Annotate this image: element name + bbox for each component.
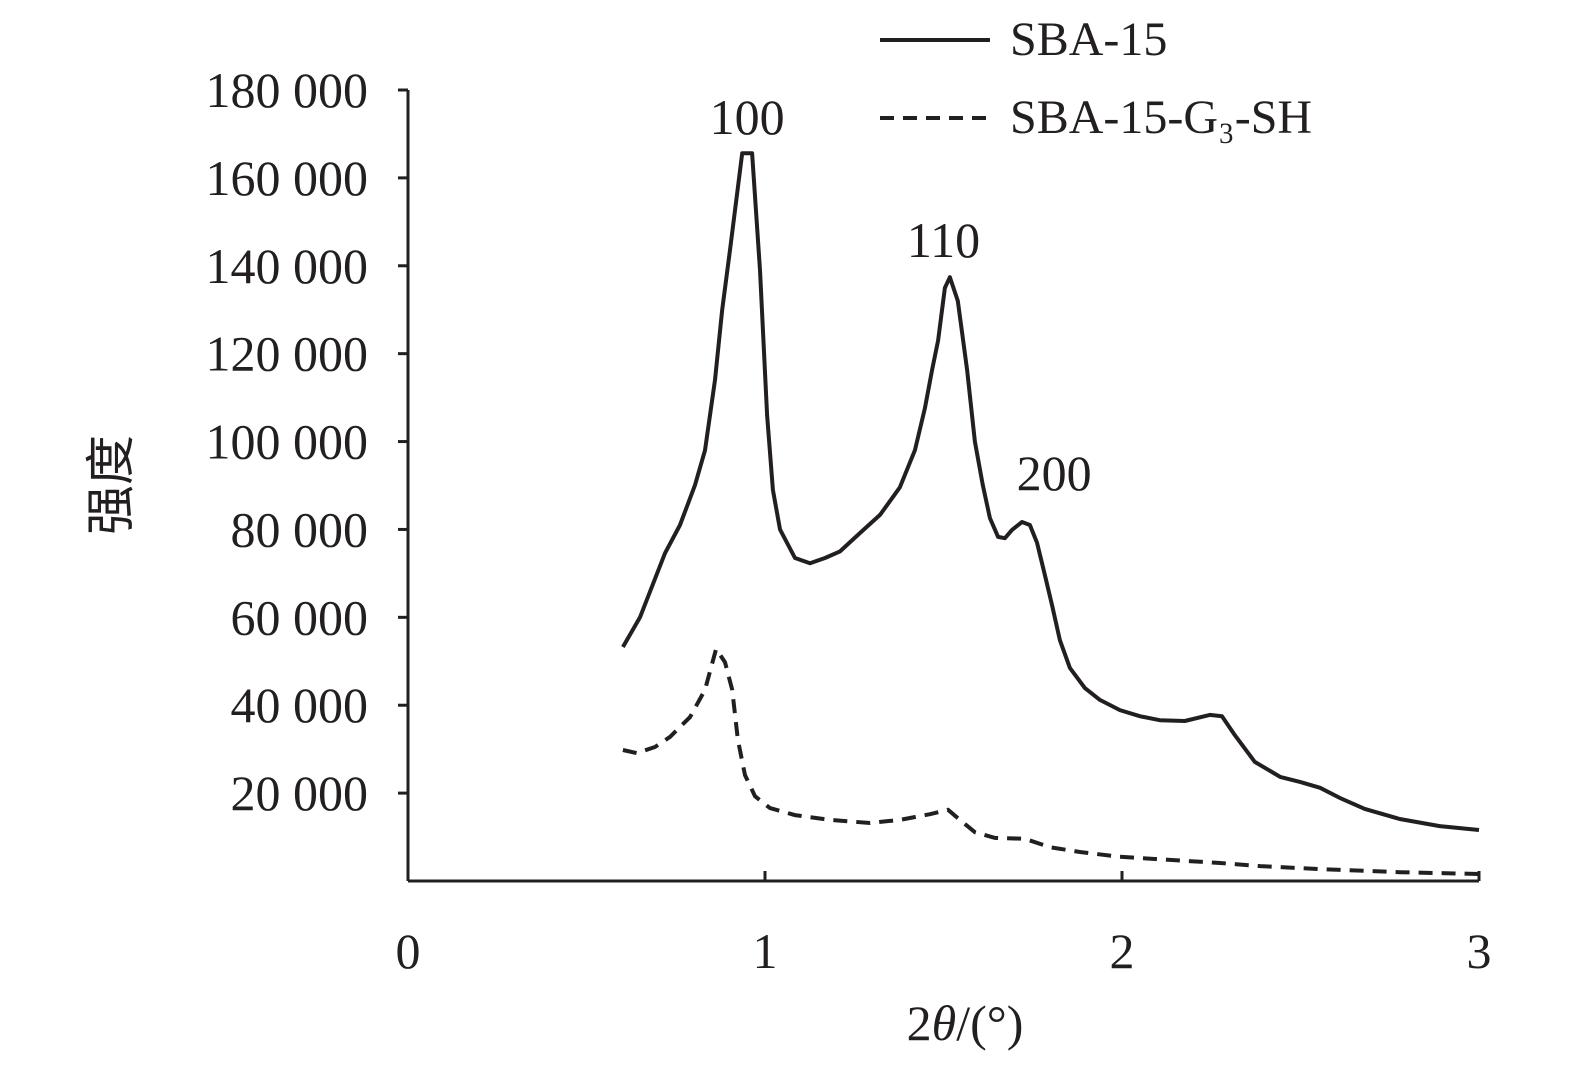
x-tick-label: 0: [396, 923, 421, 979]
y-axis-label: 强度: [83, 435, 139, 535]
y-tick-label: 40 000: [231, 677, 369, 733]
legend-label-sba15-g3-sh: SBA-15-G₃-SH: [1010, 91, 1312, 144]
plot-area: 100 110 200: [621, 89, 1480, 876]
legend: SBA-15 SBA-15-G₃-SH: [880, 13, 1312, 144]
y-tick-label: 20 000: [231, 765, 369, 821]
y-tick-label: 180 000: [206, 62, 369, 118]
x-tick-label: 3: [1467, 923, 1492, 979]
y-tick-label: 160 000: [206, 150, 369, 206]
x-axis-label-unit: /(°): [956, 995, 1023, 1051]
peak-label-100: 100: [710, 89, 785, 145]
x-axis-label: 2θ/(°): [907, 995, 1024, 1051]
legend-label-sba15: SBA-15: [1010, 13, 1167, 66]
y-tick-label: 100 000: [206, 414, 369, 470]
x-tick-label: 1: [753, 923, 778, 979]
y-tick-label: 60 000: [231, 589, 369, 645]
x-tick-label: 2: [1110, 923, 1135, 979]
y-tick-label: 140 000: [206, 238, 369, 294]
axes: 20 000 40 000 60 000 80 000 100 000 120 000 14…: [206, 62, 1492, 979]
y-tick-label: 80 000: [231, 501, 369, 557]
y-tick-label: 120 000: [206, 326, 369, 382]
x-axis-label-prefix: 2: [907, 995, 932, 1051]
peak-label-110: 110: [907, 212, 980, 268]
series-line-sba15-g3-sh: [622, 644, 1480, 876]
peak-label-200: 200: [1017, 445, 1092, 501]
x-axis-label-theta: θ: [932, 995, 957, 1051]
series-line-sba15: [621, 151, 1480, 832]
